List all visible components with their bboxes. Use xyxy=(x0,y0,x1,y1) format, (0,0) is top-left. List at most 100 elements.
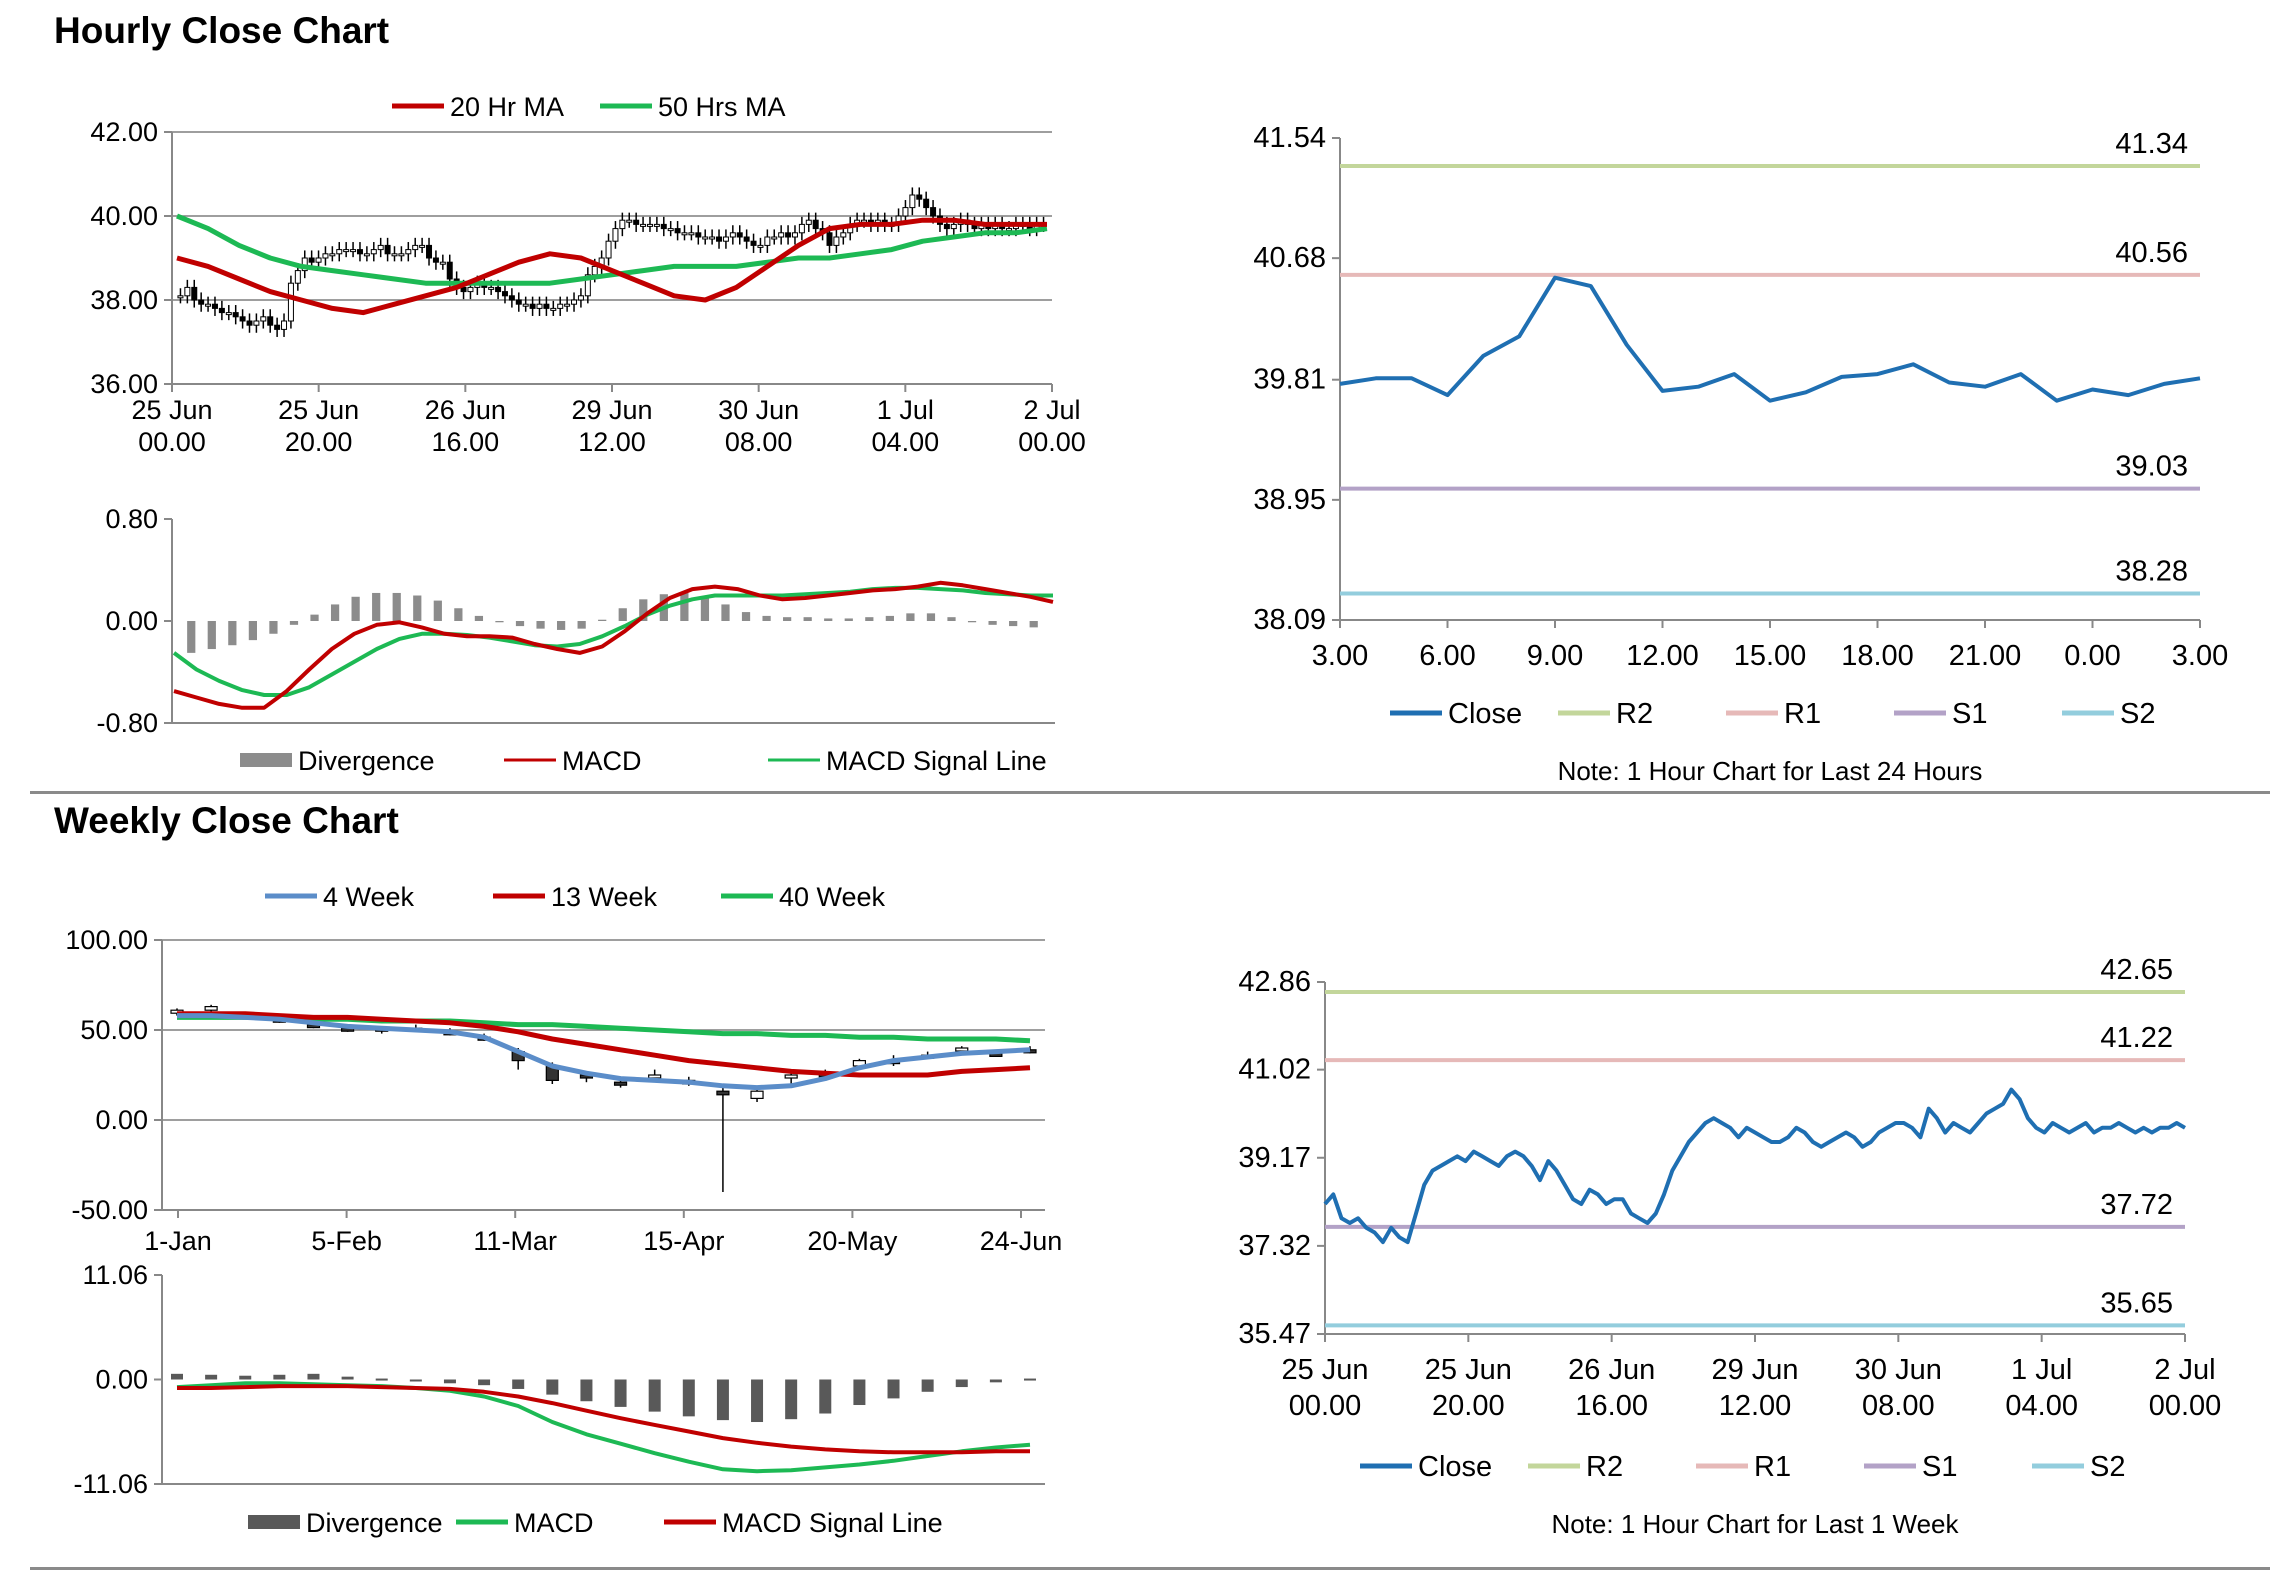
hourly-candle-body xyxy=(812,219,819,230)
weekly-price-x-tick-label: 11-Mar xyxy=(473,1226,557,1256)
hourly-divergence-bar xyxy=(947,617,956,621)
hourly-candle-body xyxy=(577,295,584,301)
hourly-candle-body xyxy=(688,232,695,236)
hourly-divergence-bar xyxy=(783,617,792,621)
hourly_24h-x-tick-label: 3.00 xyxy=(2172,640,2228,672)
hourly-divergence-bar xyxy=(1029,621,1038,628)
weekly-candle-body xyxy=(784,1074,798,1079)
hourly-candle-body xyxy=(729,232,736,238)
weekly-price-y-tick-label: 100.00 xyxy=(65,925,148,955)
hourly-price-x-tick-label: 20.00 xyxy=(285,427,353,457)
hourly_24h-x-tick-label: 3.00 xyxy=(1312,640,1368,672)
weekly-price-x-tick-label: 24-Jun xyxy=(980,1226,1063,1256)
hourly-candle-body xyxy=(412,244,419,251)
hourly-candle-body xyxy=(626,219,633,223)
hourly-candle-body xyxy=(363,253,370,257)
hourly-candle-body xyxy=(218,307,225,314)
weekly_1w-x-tick-label: 00.00 xyxy=(2149,1390,2222,1422)
divergence-legend-key xyxy=(240,753,292,767)
hourly_24h-y-tick-label: 38.09 xyxy=(1253,604,1326,636)
weekly_1w-level-label-s1: 37.72 xyxy=(2100,1189,2173,1221)
weekly-divergence-bar xyxy=(205,1374,218,1380)
hourly-price-y-tick-label: 38.00 xyxy=(90,285,158,315)
weekly-divergence-bar xyxy=(955,1379,968,1388)
hourly-divergence-bar xyxy=(495,621,504,623)
hourly-price-x-tick-label: 08.00 xyxy=(725,427,793,457)
weekly-candle-body xyxy=(716,1090,730,1096)
hourly-candle-body xyxy=(591,265,598,276)
hourly-divergence-bar xyxy=(454,608,463,621)
bottom-divider xyxy=(30,1567,2270,1570)
weekly-price-x-tick-label: 5-Feb xyxy=(311,1226,382,1256)
hourly-candle-body xyxy=(177,295,184,299)
weekly-price-x-tick-label: 1-Jan xyxy=(144,1226,212,1256)
hourly-divergence-bar xyxy=(700,596,710,621)
hourly-divergence-bar xyxy=(762,615,771,621)
hourly-candle-body xyxy=(543,303,550,309)
hourly-divergence-bar xyxy=(618,608,627,621)
weekly_1w-x-tick-label: 04.00 xyxy=(2005,1390,2078,1422)
hourly-price-x-tick-label: 2 Jul xyxy=(1023,395,1080,425)
weekly_1w-y-tick-label: 41.02 xyxy=(1238,1054,1311,1086)
weekly-price-x-tick-label: 20-May xyxy=(807,1226,898,1256)
hourly-divergence-bar xyxy=(372,592,381,621)
hourly-candle-body xyxy=(909,194,916,209)
section-divider xyxy=(30,791,2270,794)
s2-legend-label: S2 xyxy=(2090,1451,2125,1483)
hourly-divergence-bar xyxy=(187,621,196,653)
weekly-macd-y-tick-label: 11.06 xyxy=(82,1260,148,1290)
weekly-candle-body xyxy=(648,1074,662,1079)
hourly_24h-x-tick-label: 12.00 xyxy=(1626,640,1699,672)
weekly_1w-close-line xyxy=(1323,1087,2187,1245)
hourly-candle-body xyxy=(633,219,640,225)
hourly_24h-close-line xyxy=(1339,275,2201,403)
hourly-candle-body xyxy=(750,240,757,246)
hourly-candle-body xyxy=(287,282,294,322)
weekly-divergence-bar xyxy=(239,1375,252,1380)
hourly-divergence-bar xyxy=(885,615,894,621)
close-legend-label: Close xyxy=(1448,698,1522,730)
hourly-divergence-bar xyxy=(803,617,812,621)
w-divergence-legend-label: Divergence xyxy=(306,1508,443,1538)
hourly-candle-body xyxy=(315,257,322,263)
hourly-candle-body xyxy=(515,299,522,305)
hourly-candle-body xyxy=(791,232,798,238)
hourly-candle-body xyxy=(370,249,377,255)
weekly_1w-x-tick-label: 29 Jun xyxy=(1711,1354,1798,1386)
hourly_24h-x-tick-label: 15.00 xyxy=(1734,640,1807,672)
hourly-divergence-bar xyxy=(988,621,997,625)
hourly-candle-body xyxy=(771,236,778,240)
hourly_24h-y-tick-label: 39.81 xyxy=(1253,364,1326,396)
weekly_1w-x-tick-label: 25 Jun xyxy=(1281,1354,1368,1386)
hourly-macd-y-tick-label: 0.00 xyxy=(105,606,158,636)
hourly-divergence-bar xyxy=(413,595,422,621)
hourly-divergence-bar xyxy=(967,621,977,623)
hourly-candle-body xyxy=(840,232,847,238)
hourly-macd-y-tick-label: -0.80 xyxy=(96,708,158,738)
hourly-candle-body xyxy=(605,240,612,259)
hourly-candle-body xyxy=(529,303,536,309)
r2-legend-label: R2 xyxy=(1586,1451,1623,1483)
weekly-candle-body xyxy=(204,1005,218,1011)
hourly_24h-x-tick-label: 6.00 xyxy=(1419,640,1475,672)
weekly_1w-y-tick-label: 42.86 xyxy=(1238,966,1311,998)
hourly-candle-body xyxy=(391,253,398,257)
hourly-divergence-bar xyxy=(721,604,730,621)
hourly-divergence-bar xyxy=(474,615,484,621)
hourly-candle-body xyxy=(522,303,529,307)
hourly-divergence-bar xyxy=(844,618,853,621)
hourly-candle-body xyxy=(674,228,681,234)
hourly-divergence-bar xyxy=(248,621,257,641)
hourly-price-x-tick-label: 29 Jun xyxy=(571,395,652,425)
hourly-candle-body xyxy=(432,257,439,263)
s1-legend-label: S1 xyxy=(1922,1451,1957,1483)
w-macd-legend-label: MACD xyxy=(514,1508,594,1538)
weekly-divergence-bar xyxy=(341,1376,354,1380)
hourly-price-x-tick-label: 00.00 xyxy=(1018,427,1086,457)
weekly-divergence-bar xyxy=(989,1379,1002,1383)
weekly-divergence-bar xyxy=(1024,1378,1036,1381)
hourly-divergence-bar xyxy=(289,621,299,625)
hourly-divergence-bar xyxy=(906,613,915,621)
weekly-candle-body xyxy=(613,1081,628,1086)
weekly-13w-line xyxy=(177,1011,1031,1078)
